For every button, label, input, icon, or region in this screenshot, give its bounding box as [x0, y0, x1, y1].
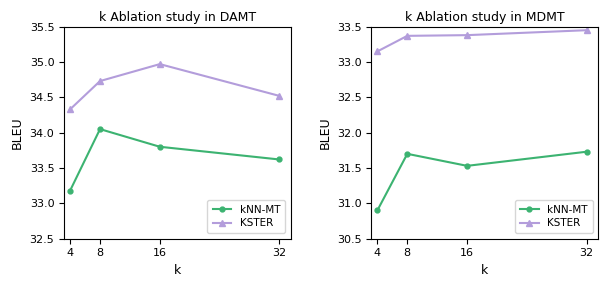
- kNN-MT: [156, 145, 163, 149]
- KSTER: [583, 29, 590, 32]
- Legend: kNN-MT, KSTER: kNN-MT, KSTER: [208, 200, 286, 233]
- kNN-MT: [66, 189, 74, 192]
- Line: kNN-MT: kNN-MT: [68, 127, 282, 193]
- kNN-MT: [463, 164, 471, 168]
- KSTER: [96, 79, 104, 83]
- Title: k Ablation study in MDMT: k Ablation study in MDMT: [405, 11, 565, 24]
- KSTER: [374, 50, 381, 53]
- KSTER: [66, 108, 74, 111]
- Title: k Ablation study in DAMT: k Ablation study in DAMT: [99, 11, 256, 24]
- Line: KSTER: KSTER: [374, 27, 590, 55]
- Y-axis label: BLEU: BLEU: [319, 116, 331, 149]
- Legend: kNN-MT, KSTER: kNN-MT, KSTER: [515, 200, 593, 233]
- kNN-MT: [96, 127, 104, 131]
- Line: kNN-MT: kNN-MT: [375, 149, 589, 213]
- KSTER: [463, 33, 471, 37]
- Y-axis label: BLEU: BLEU: [11, 116, 24, 149]
- KSTER: [156, 62, 163, 66]
- KSTER: [404, 34, 411, 37]
- kNN-MT: [404, 152, 411, 156]
- kNN-MT: [583, 150, 590, 154]
- kNN-MT: [276, 158, 283, 161]
- kNN-MT: [374, 209, 381, 212]
- X-axis label: k: k: [174, 264, 181, 277]
- KSTER: [276, 94, 283, 98]
- X-axis label: k: k: [481, 264, 488, 277]
- Line: KSTER: KSTER: [66, 61, 283, 113]
